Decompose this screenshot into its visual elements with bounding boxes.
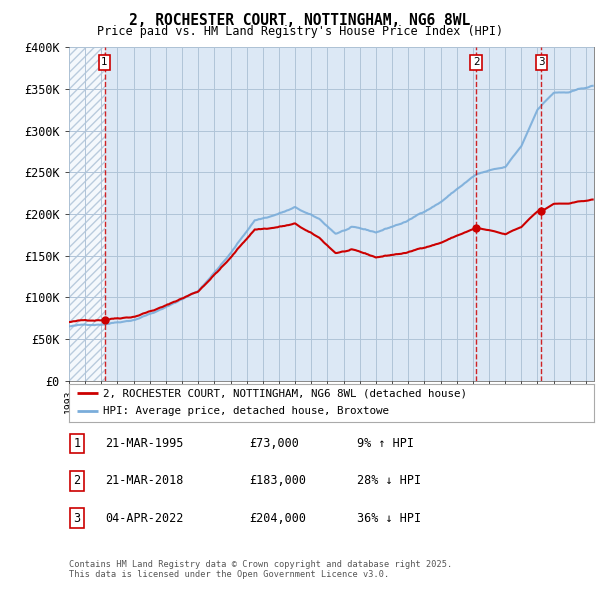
Text: 2: 2 [73, 474, 80, 487]
Text: 1: 1 [101, 57, 108, 67]
Text: 28% ↓ HPI: 28% ↓ HPI [357, 474, 421, 487]
Text: 2: 2 [473, 57, 479, 67]
Text: 04-APR-2022: 04-APR-2022 [105, 512, 184, 525]
Text: HPI: Average price, detached house, Broxtowe: HPI: Average price, detached house, Brox… [103, 406, 389, 416]
Text: 3: 3 [73, 512, 80, 525]
Text: 36% ↓ HPI: 36% ↓ HPI [357, 512, 421, 525]
Text: £73,000: £73,000 [249, 437, 299, 450]
Text: 2, ROCHESTER COURT, NOTTINGHAM, NG6 8WL: 2, ROCHESTER COURT, NOTTINGHAM, NG6 8WL [130, 13, 470, 28]
Text: 3: 3 [538, 57, 545, 67]
Text: 21-MAR-2018: 21-MAR-2018 [105, 474, 184, 487]
Text: 2, ROCHESTER COURT, NOTTINGHAM, NG6 8WL (detached house): 2, ROCHESTER COURT, NOTTINGHAM, NG6 8WL … [103, 388, 467, 398]
Text: Contains HM Land Registry data © Crown copyright and database right 2025.
This d: Contains HM Land Registry data © Crown c… [69, 560, 452, 579]
Text: Price paid vs. HM Land Registry's House Price Index (HPI): Price paid vs. HM Land Registry's House … [97, 25, 503, 38]
Text: 1: 1 [73, 437, 80, 450]
Text: £204,000: £204,000 [249, 512, 306, 525]
Text: £183,000: £183,000 [249, 474, 306, 487]
Text: 21-MAR-1995: 21-MAR-1995 [105, 437, 184, 450]
Bar [69, 47, 104, 381]
Text: 9% ↑ HPI: 9% ↑ HPI [357, 437, 414, 450]
